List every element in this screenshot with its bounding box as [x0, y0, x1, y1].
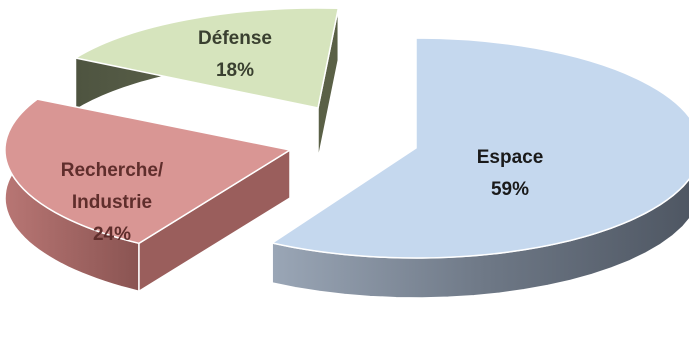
pie-slice	[4, 97, 293, 293]
slice-percent-label: 59%	[491, 179, 529, 200]
slice-category-label: Défense	[198, 28, 272, 49]
pie-slice-top	[270, 37, 689, 259]
slice-category-label: Industrie	[72, 192, 152, 213]
slice-percent-label: 18%	[216, 60, 254, 81]
pie-slices	[4, 7, 689, 299]
slice-category-label: Espace	[477, 147, 544, 168]
slice-percent-label: 24%	[93, 224, 131, 245]
pie-slice-top	[4, 98, 293, 245]
pie-slice	[270, 37, 689, 299]
pie-slice	[73, 7, 340, 161]
pie-labels: Défense 18% Recherche/Industrie 24% Espace 59…	[61, 28, 544, 245]
pie-slice-top	[73, 7, 340, 109]
slice-category-label: Recherche/	[61, 160, 164, 181]
